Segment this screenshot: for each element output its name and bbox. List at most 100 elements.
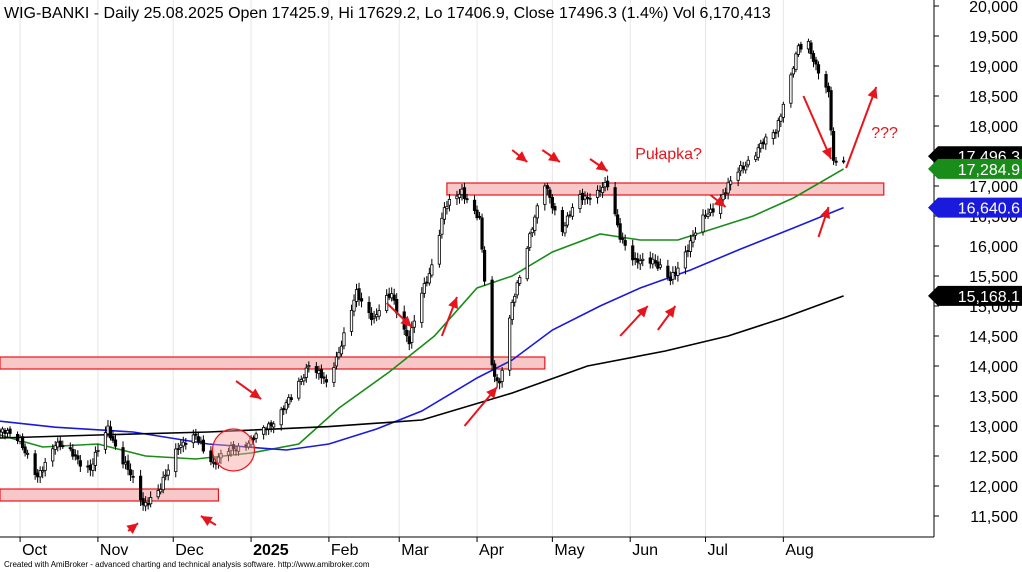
grid-layer (19, 0, 784, 537)
candle-body (166, 469, 170, 476)
value-badge-label: 16,640.6 (958, 201, 1020, 218)
candle-body (103, 432, 108, 450)
candle-body (455, 195, 459, 200)
candle-body (676, 267, 680, 276)
candle-body (648, 257, 652, 264)
candle-body (332, 367, 336, 383)
candle-body (741, 165, 745, 170)
candle-body (156, 490, 160, 498)
arrow-head (713, 196, 726, 207)
candles-layer (0, 38, 846, 512)
candle-body (600, 186, 605, 194)
candle-body (86, 465, 90, 468)
y-tick-label: 16,000 (969, 239, 1018, 256)
arrow-head (595, 160, 608, 171)
candle-body (131, 475, 135, 478)
candle-body (809, 42, 813, 55)
candle-body (701, 214, 705, 233)
candle-body (756, 147, 760, 158)
candle-body (51, 448, 55, 462)
candle-body (184, 442, 188, 445)
arrow-head (636, 306, 648, 318)
candle-body (565, 215, 570, 226)
candle-body (776, 120, 780, 132)
candle-body (284, 402, 288, 410)
candle-body (211, 461, 216, 464)
candle-body (319, 368, 323, 379)
y-tick-label: 13,500 (969, 389, 1018, 406)
candle-body (181, 441, 185, 447)
candle-body (18, 437, 22, 443)
value-badge (928, 158, 1022, 179)
candle-body (721, 193, 725, 201)
candle-body (33, 453, 37, 475)
candle-body (282, 408, 286, 411)
candle-body (179, 444, 183, 448)
candle-body (422, 283, 426, 294)
candle-body (693, 232, 698, 236)
candle-body (651, 258, 655, 265)
candle-body (20, 436, 25, 449)
candle-body (176, 448, 180, 450)
candle-body (686, 250, 690, 252)
candle-body (289, 397, 293, 401)
moving-average-line (0, 168, 845, 460)
candle-body (36, 472, 40, 478)
candle-body (196, 436, 200, 442)
candle-body (513, 295, 517, 303)
candle-body (578, 194, 582, 209)
candle-body (472, 199, 477, 211)
candle-body (342, 332, 346, 347)
candle-body (437, 235, 441, 265)
candle-body (5, 429, 10, 434)
x-tick-label: Jul (708, 542, 728, 559)
candle-body (445, 206, 449, 210)
x-tick-label: Nov (100, 542, 128, 559)
candle-body (779, 115, 783, 122)
candle-body (392, 294, 396, 301)
candle-body (570, 207, 575, 217)
candle-body (842, 160, 846, 163)
arrow-shaft (802, 95, 832, 160)
candle-body (754, 155, 758, 160)
candle-body (146, 502, 150, 506)
candle-body (638, 260, 642, 265)
candle-body (0, 428, 5, 433)
candle-body (568, 214, 572, 217)
candle-body (390, 293, 394, 299)
candle-body (829, 90, 833, 131)
candle-body (88, 464, 92, 471)
candle-body (457, 193, 462, 198)
candle-body (500, 369, 504, 382)
support-resistance-zone (446, 182, 885, 196)
candle-body (3, 430, 7, 434)
candle-body (563, 225, 567, 234)
candle-body (194, 433, 198, 436)
arrow-shaft (845, 86, 878, 169)
candle-body (641, 258, 645, 261)
candle-body (585, 196, 590, 199)
candle-body (201, 439, 205, 452)
candle-body (621, 238, 625, 240)
x-tick-label: Dec (175, 542, 203, 559)
candle-body (61, 445, 65, 448)
candle-body (377, 310, 381, 317)
candle-body (543, 185, 547, 205)
candle-body (226, 451, 231, 456)
candle-body (128, 469, 133, 476)
y-tick-label: 12,500 (969, 449, 1018, 466)
candle-body (367, 301, 371, 314)
candle-body (493, 363, 497, 377)
candle-body (405, 329, 409, 337)
candle-body (535, 205, 539, 219)
candle-body (706, 213, 710, 217)
candle-body (739, 165, 743, 172)
candle-body (141, 498, 145, 506)
arrow-head (400, 315, 412, 327)
candle-body (510, 301, 514, 321)
candle-body (334, 356, 339, 367)
candle-body (53, 445, 57, 450)
candle-body (799, 43, 803, 50)
candle-body (279, 409, 283, 426)
candle-body (789, 74, 793, 104)
